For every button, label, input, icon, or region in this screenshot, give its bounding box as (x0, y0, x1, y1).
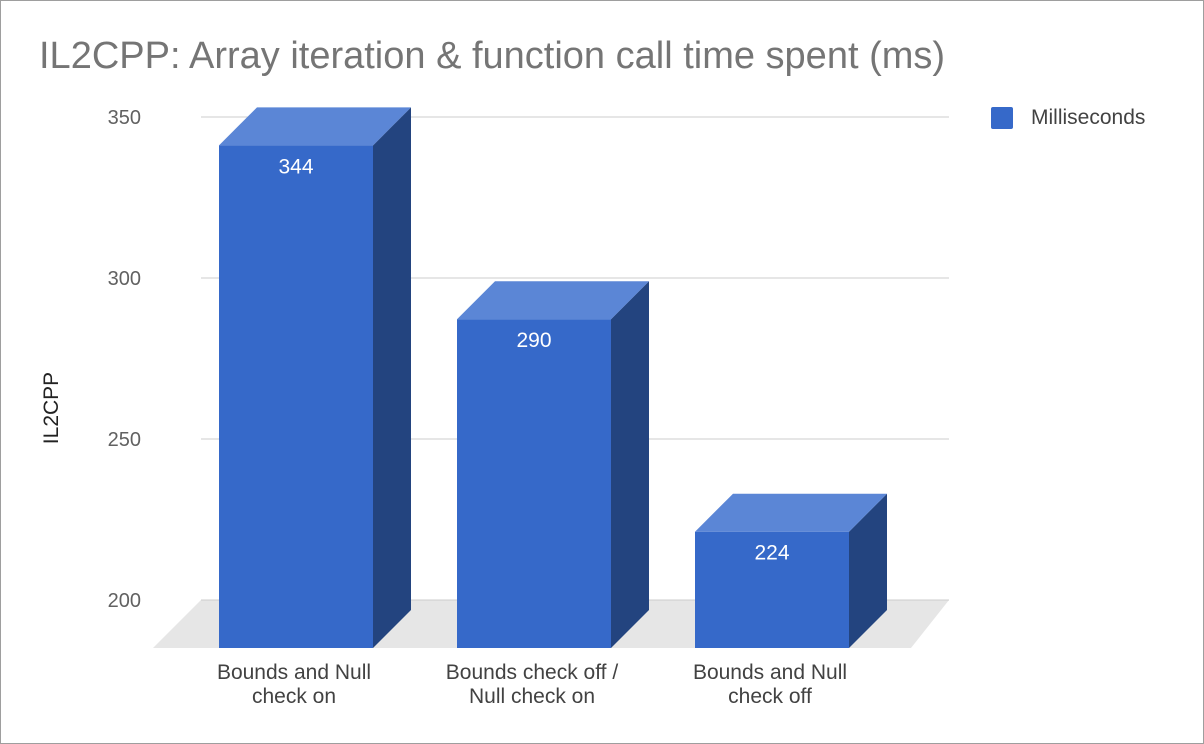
y-tick-label: 200 (108, 590, 141, 612)
x-category-label: Bounds and Null (217, 661, 371, 684)
y-axis-title: IL2CPP (40, 372, 63, 444)
y-tick-label: 300 (108, 268, 141, 290)
bar-top (219, 107, 411, 146)
bar (219, 145, 373, 648)
legend-label: Milliseconds (1031, 106, 1145, 129)
data-label: 290 (516, 329, 551, 352)
bar-top (695, 493, 887, 532)
y-tick-label: 250 (108, 429, 141, 451)
bar-side (373, 107, 411, 648)
bar (695, 531, 849, 648)
x-category-label: check off (728, 685, 812, 708)
bar-top (457, 281, 649, 320)
data-label: 344 (278, 155, 313, 178)
y-tick-label: 350 (108, 107, 141, 129)
bar-side (611, 281, 649, 648)
bar-side (849, 493, 887, 648)
bar (457, 319, 611, 648)
legend-swatch (991, 107, 1013, 129)
x-category-label: check on (252, 685, 336, 708)
x-category-label: Bounds check off / (446, 661, 619, 684)
chart-title: IL2CPP: Array iteration & function call … (39, 35, 946, 77)
x-category-label: Bounds and Null (693, 661, 847, 684)
data-label: 224 (754, 542, 789, 565)
x-category-label: Null check on (469, 685, 595, 708)
